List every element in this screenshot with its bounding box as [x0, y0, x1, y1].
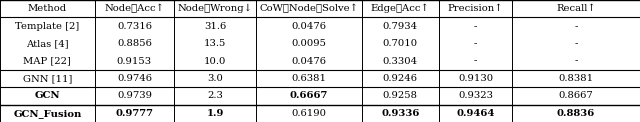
Text: Precision↑: Precision↑	[448, 4, 503, 13]
Text: -: -	[574, 39, 578, 48]
Text: 0.9130: 0.9130	[458, 74, 493, 83]
Text: -: -	[474, 56, 477, 66]
Text: -: -	[474, 39, 477, 48]
Text: 0.0476: 0.0476	[291, 56, 326, 66]
Text: 31.6: 31.6	[204, 22, 226, 31]
Text: 0.7316: 0.7316	[117, 22, 152, 31]
Text: 0.9336: 0.9336	[381, 109, 419, 118]
Text: 0.8836: 0.8836	[557, 109, 595, 118]
Text: GCN: GCN	[35, 91, 60, 100]
Text: 0.6190: 0.6190	[291, 109, 326, 118]
Text: 0.9153: 0.9153	[117, 56, 152, 66]
Text: 0.6381: 0.6381	[291, 74, 326, 83]
Text: 0.9777: 0.9777	[115, 109, 154, 118]
Text: 0.0476: 0.0476	[291, 22, 326, 31]
Text: 0.6667: 0.6667	[290, 91, 328, 100]
Text: 2.3: 2.3	[207, 91, 223, 100]
Text: 0.9746: 0.9746	[117, 74, 152, 83]
Text: 0.9323: 0.9323	[458, 91, 493, 100]
Text: Template [2]: Template [2]	[15, 22, 79, 31]
Text: Atlas [4]: Atlas [4]	[26, 39, 68, 48]
Text: 0.9246: 0.9246	[383, 74, 418, 83]
Text: Node⸿Wrong↓: Node⸿Wrong↓	[177, 4, 253, 13]
Text: 0.8667: 0.8667	[559, 91, 593, 100]
Text: 0.3304: 0.3304	[383, 56, 418, 66]
Text: 13.5: 13.5	[204, 39, 226, 48]
Text: MAP [22]: MAP [22]	[24, 56, 71, 66]
Text: -: -	[474, 22, 477, 31]
Text: 1.9: 1.9	[206, 109, 224, 118]
Text: -: -	[574, 22, 578, 31]
Text: Method: Method	[28, 4, 67, 13]
Text: GNN [11]: GNN [11]	[22, 74, 72, 83]
Text: 0.8856: 0.8856	[117, 39, 152, 48]
Text: 0.9258: 0.9258	[383, 91, 418, 100]
Text: 0.9464: 0.9464	[456, 109, 495, 118]
Text: GCN_Fusion: GCN_Fusion	[13, 109, 81, 118]
Text: 0.7934: 0.7934	[383, 22, 418, 31]
Text: Edge⸿Acc↑: Edge⸿Acc↑	[371, 4, 429, 13]
Text: 0.0095: 0.0095	[291, 39, 326, 48]
Text: 0.9739: 0.9739	[117, 91, 152, 100]
Text: 10.0: 10.0	[204, 56, 226, 66]
Text: 0.8381: 0.8381	[559, 74, 593, 83]
Text: 3.0: 3.0	[207, 74, 223, 83]
Text: Recall↑: Recall↑	[556, 4, 596, 13]
Text: -: -	[574, 56, 578, 66]
Text: Node⸿Acc↑: Node⸿Acc↑	[104, 4, 164, 13]
Text: 0.7010: 0.7010	[383, 39, 418, 48]
Text: CoW⸿Node⸿Solve↑: CoW⸿Node⸿Solve↑	[259, 4, 358, 13]
